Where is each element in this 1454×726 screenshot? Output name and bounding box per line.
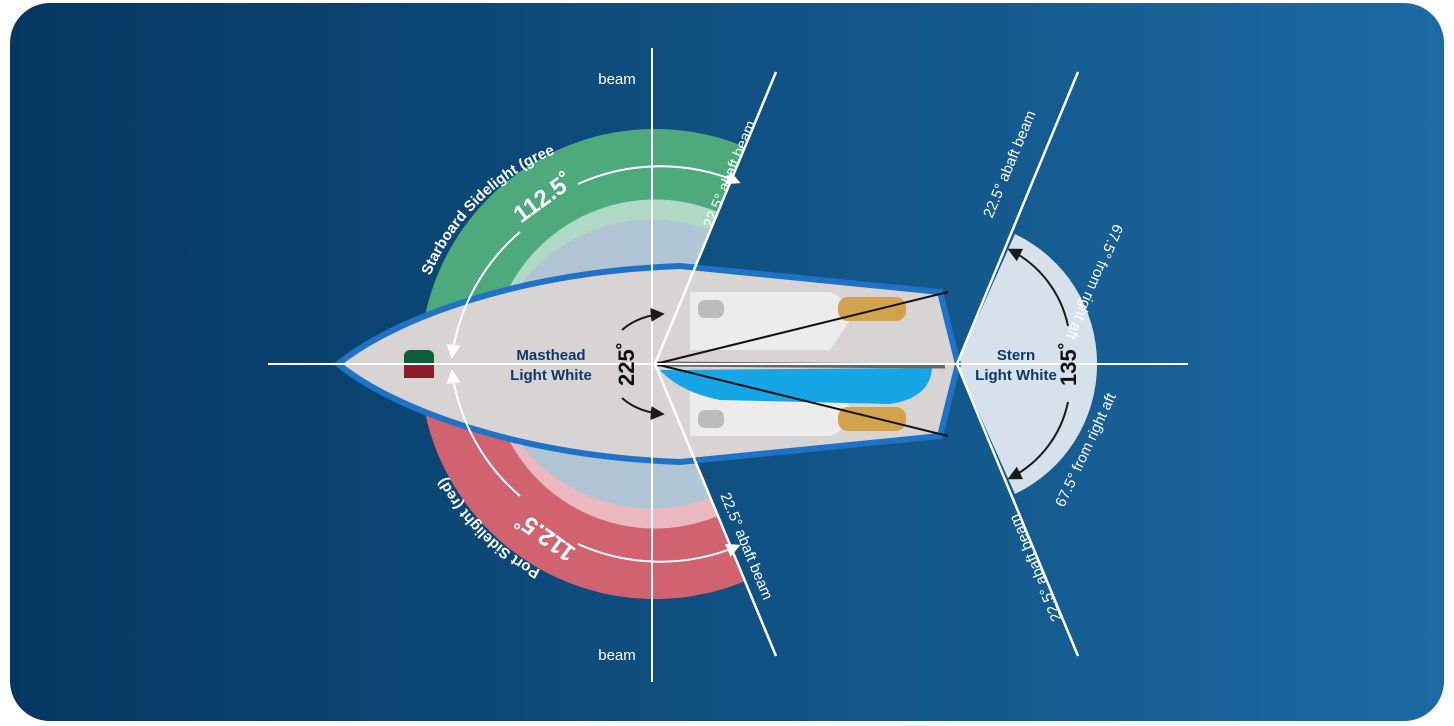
- stern-angle-label: 135˚: [1056, 342, 1081, 386]
- stern-line-top: [955, 71, 1080, 365]
- port-arc-arrow-lower: [577, 543, 741, 563]
- starboard-arc-arrow-lower: [446, 231, 521, 359]
- starboard-arc-arrow-upper: [577, 165, 741, 185]
- masthead-label-line1: Masthead: [516, 347, 585, 364]
- stern-arrow-lower: [1007, 401, 1069, 480]
- stern-arrow-upper: [1007, 248, 1069, 327]
- abaft-line-bottom: [653, 363, 778, 657]
- masthead-angle-label: 225˚: [614, 342, 639, 386]
- masthead-label-line2: Light White: [510, 367, 592, 384]
- masthead-arrow-upper: [621, 307, 665, 331]
- stern-label-line2: Light White: [975, 367, 1057, 384]
- abaft-line-top: [653, 71, 778, 365]
- beam-label-bottom: beam: [598, 647, 636, 664]
- masthead-arrow-lower: [621, 397, 665, 421]
- port-arc-arrow-upper: [446, 369, 521, 497]
- beam-label-top: beam: [598, 71, 636, 88]
- stern-label-line1: Stern: [997, 347, 1035, 364]
- stern-line-bottom: [955, 363, 1080, 657]
- shroud-line-top: [654, 291, 949, 365]
- shroud-line-bottom: [654, 363, 949, 437]
